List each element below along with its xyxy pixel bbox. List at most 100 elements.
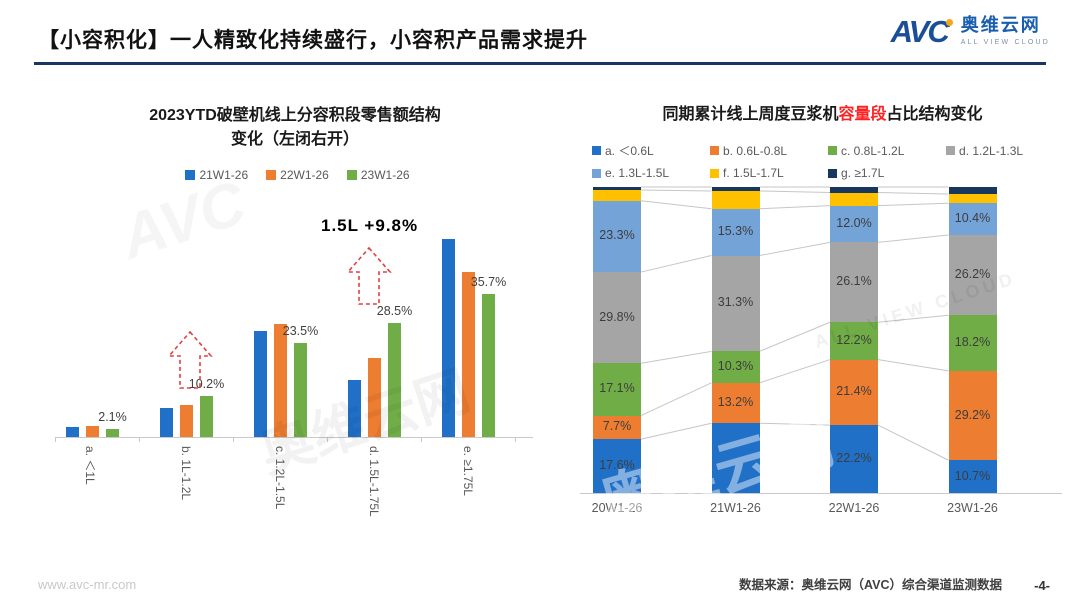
bar (441, 239, 455, 437)
legend-label: 21W1-26 (199, 168, 249, 182)
page-title: 【小容积化】一人精致化持续盛行，小容积产品需求提升 (38, 29, 588, 52)
stack-segment (711, 208, 760, 256)
segment-value-label: 10.4% (954, 211, 991, 226)
x-axis-line (580, 493, 1062, 494)
avc-logo-cn: 奥维云网 (960, 15, 1041, 35)
bar (253, 330, 267, 437)
stack-segment (830, 242, 878, 323)
legend-swatch (710, 146, 719, 155)
stack-segment (593, 187, 641, 191)
stack-segment (948, 187, 997, 195)
stack-segment (948, 370, 997, 461)
legend-label: f. 1.5L-1.7L (723, 166, 784, 180)
segment-value-label: 26.2% (954, 267, 991, 282)
stack-segment (711, 382, 760, 424)
category-label: b. 1L-1.2L (179, 446, 193, 501)
legend-swatch (828, 146, 837, 155)
legend-label: b. 0.6L-0.8L (723, 143, 788, 158)
segment-value-label: 15.3% (717, 224, 754, 239)
stack-segment (711, 423, 760, 493)
legend-item: 23W1-26 (346, 168, 410, 182)
legend-item: b. 0.6L-0.8L (710, 142, 828, 159)
legend-item: d. 1.2L-1.3L (946, 142, 1068, 159)
bar (347, 380, 361, 437)
legend-item: a. ＜0.6L (592, 142, 710, 159)
category-label: e. ≥1.75L (461, 446, 475, 496)
legend-label: g. ≥1.7L (841, 166, 885, 180)
left-chart-plot: 2.1% a. ＜1L 10.2% b. 1L-1.2L 23.5% c. 1.2L-1.… (55, 98, 540, 558)
stack-segment (830, 187, 878, 193)
avc-logo-text: AVC (890, 14, 950, 49)
annotation-1-5l: 1.5L +9.8% (321, 216, 419, 235)
bar (105, 428, 119, 437)
page-number: -4- (1034, 578, 1050, 593)
footer-data-source: 数据来源：奥维云网（AVC）综合渠道监测数据 (739, 578, 1002, 592)
bar (199, 396, 213, 437)
stack-segment (593, 439, 641, 493)
bar-value-label: 35.7% (470, 275, 507, 290)
bar (387, 323, 401, 437)
category-label: 21W1-26 (710, 501, 761, 515)
segment-value-label: 17.6% (599, 458, 635, 473)
right-chart-title-highlight: 容量段 (838, 106, 887, 123)
legend-label: c. 0.8L-1.2L (841, 143, 905, 158)
stack-segment (830, 192, 878, 206)
bar (159, 407, 173, 437)
legend-item: 22W1-26 (266, 168, 329, 182)
segment-value-label: 17.1% (599, 381, 635, 396)
up-arrow-icon (346, 246, 392, 305)
stack-segment (593, 415, 641, 440)
legend-swatch (946, 146, 955, 155)
bar-value-label: 2.1% (98, 409, 127, 424)
footer-site-url: www.avc-mr.com (38, 577, 137, 592)
right-chart-title-part1: 同期累计线上周度豆浆机 (662, 106, 839, 123)
legend-swatch (592, 168, 601, 178)
x-axis-tick (421, 438, 422, 442)
segment-value-label: 18.2% (954, 335, 991, 350)
left-bar-chart: 2023YTD破壁机线上分容积段零售额结构 变化（左闭右开） 21W1-26 22… (55, 98, 540, 558)
stack-segment (948, 203, 997, 236)
stack-segment (830, 322, 878, 360)
stack-segment (711, 255, 760, 352)
legend-swatch (185, 170, 196, 180)
bar-value-label: 23.5% (282, 324, 319, 338)
legend-item: e. 1.3L-1.5L (592, 166, 710, 180)
legend-swatch (592, 146, 601, 155)
segment-value-label: 22.2% (836, 451, 872, 466)
category-label: c. 1.2L-1.5L (273, 446, 287, 510)
bar (85, 425, 99, 437)
category-label: 23W1-26 (947, 501, 998, 515)
right-chart-title-part3: 占比结构变化 (886, 106, 983, 123)
legend-item: f. 1.5L-1.7L (710, 166, 828, 180)
segment-value-label: 12.2% (836, 332, 872, 347)
legend-label: d. 1.2L-1.3L (959, 143, 1024, 158)
avc-logo-en: ALL VIEW CLOUD (960, 38, 1050, 46)
left-chart-title-line1: 2023YTD破壁机线上分容积段零售额结构 (149, 107, 441, 124)
stack-segment (948, 194, 997, 204)
stack-segment (830, 359, 878, 426)
stack-segment (593, 190, 641, 201)
legend-label: e. 1.3L-1.5L (605, 166, 670, 180)
x-axis-tick (233, 438, 234, 442)
avc-logo-dot-icon (945, 19, 953, 26)
legend-swatch (828, 168, 837, 178)
header-divider (34, 62, 1046, 65)
stack-segment (593, 272, 641, 364)
segment-value-label: 21.4% (836, 384, 872, 399)
segment-value-label: 12.0% (836, 216, 872, 231)
legend-swatch (266, 170, 277, 180)
segment-value-label: 10.3% (717, 359, 754, 374)
left-chart-legend: 21W1-26 22W1-26 23W1-26 (55, 168, 540, 182)
legend-item: 21W1-26 (185, 168, 248, 182)
legend-label: a. ＜0.6L (605, 144, 654, 158)
right-chart-title: 同期累计线上周度豆浆机容量段占比结构变化 (580, 103, 1065, 127)
left-chart-title: 2023YTD破壁机线上分容积段零售额结构 变化（左闭右开） (80, 104, 510, 152)
stack-segment (711, 351, 760, 383)
stack-segment (948, 460, 997, 493)
left-chart-title-line2: 变化（左闭右开） (230, 131, 359, 148)
bar (293, 343, 307, 437)
bar (179, 404, 193, 437)
segment-value-label: 10.7% (954, 468, 991, 483)
right-chart-plot: 17.6% 7.7% 17.1% 29.8% 23.3% 20W1-26 13.2% 10.3… (580, 98, 1065, 568)
category-label: a. ＜1L (83, 446, 97, 485)
